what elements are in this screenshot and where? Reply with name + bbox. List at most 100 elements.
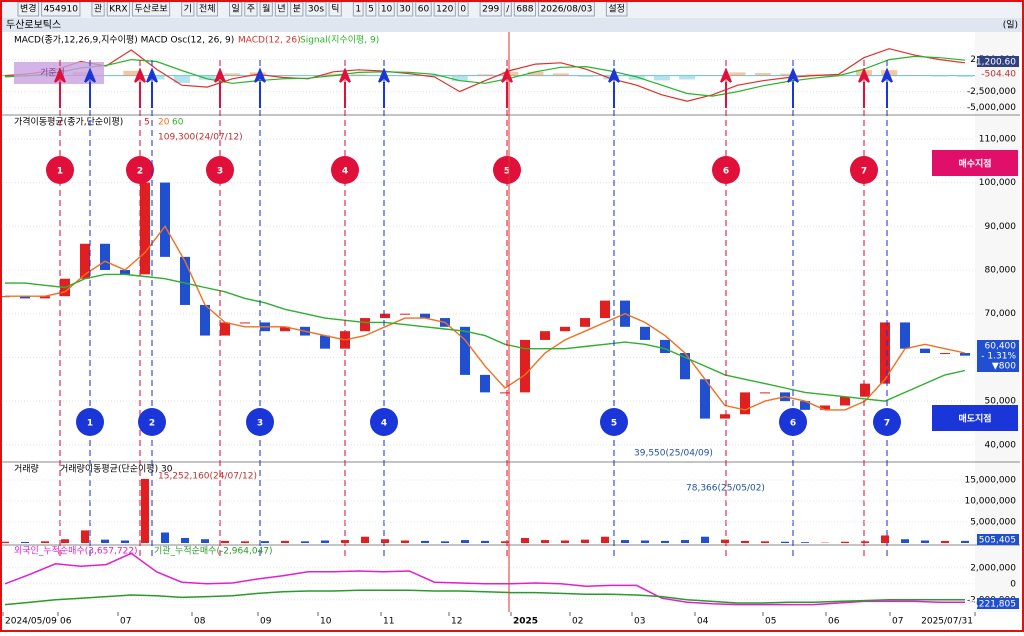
period: (일) [1003, 20, 1018, 31]
candle [220, 322, 230, 335]
x-tick-label: 06 [828, 617, 840, 627]
y-tick-label: -2,500,000 [967, 87, 1016, 97]
high-label: 109,300(24/07/12) [158, 133, 243, 143]
volume-bar [741, 541, 749, 543]
osc-bar [477, 74, 493, 75]
y-tick-label: 90,000 [985, 222, 1017, 232]
toolbar-item[interactable]: 년 [277, 4, 285, 15]
sell-number: 6 [790, 419, 796, 429]
toolbar-item[interactable]: 10 [381, 5, 393, 15]
toolbar-item[interactable]: 기 [184, 4, 192, 15]
candle [740, 392, 750, 414]
osc-bar [654, 76, 670, 81]
volume-bar [561, 540, 569, 543]
buy-number: 1 [57, 167, 63, 177]
y-tick-label: 70,000 [985, 309, 1017, 319]
volume-bar [541, 540, 549, 543]
toolbar-item[interactable]: 틱 [331, 3, 339, 15]
toolbar-item[interactable]: 분 [293, 4, 301, 15]
value-label: -5,221,805 [967, 600, 1016, 610]
candle [400, 314, 410, 315]
candle [760, 392, 770, 393]
toolbar-item[interactable]: 1 [355, 5, 361, 15]
candle [540, 331, 550, 340]
toolbar-item[interactable]: 5 [368, 5, 374, 15]
sell-number: 5 [611, 419, 617, 429]
toolbar-item[interactable]: 2026/08/03 [541, 5, 593, 15]
toolbar-item[interactable]: 변경 [20, 3, 37, 15]
volume-bar [481, 541, 489, 543]
value-label: 1,200.60 [976, 58, 1016, 68]
volume-bar [621, 540, 629, 543]
toolbar-item[interactable]: 299 [482, 5, 499, 15]
toolbar-item[interactable]: 454910 [44, 5, 79, 15]
price-label: - 1.31% [981, 352, 1016, 362]
legend: Signal(지수이평, 9) [300, 35, 379, 46]
toolbar-item[interactable]: KRX [109, 5, 127, 15]
toolbar-item[interactable]: 관 [94, 4, 102, 15]
osc-bar [553, 73, 569, 75]
volume-bar [501, 541, 509, 543]
osc-bar [957, 76, 973, 77]
volume-bar [301, 541, 309, 543]
sell-number: 2 [149, 419, 155, 429]
volume-bar [781, 542, 789, 543]
volume-bar [761, 541, 769, 543]
low-label: 78,366(25/05/02) [686, 484, 765, 494]
candle [600, 301, 610, 318]
candle [660, 340, 670, 353]
osc-bar [906, 75, 922, 76]
toolbar-item[interactable]: 60 [418, 5, 430, 15]
x-tick-label: 10 [320, 617, 332, 627]
osc-bar [932, 76, 948, 77]
volume-bar [241, 541, 249, 543]
x-tick-label: 09 [260, 617, 272, 627]
toolbar-item[interactable]: 월 [262, 3, 270, 15]
osc-bar [730, 72, 746, 75]
sell-number: 7 [884, 419, 890, 429]
y-tick-label: 0 [1010, 579, 1016, 589]
osc-bar [679, 76, 695, 80]
y-tick-label: -5,000,000 [967, 103, 1016, 113]
osc-bar [224, 73, 240, 75]
y-tick-label: 80,000 [985, 265, 1017, 275]
candle [860, 384, 870, 397]
toolbar-item[interactable]: 30 [399, 5, 411, 15]
x-tick-label: 2025/07/31 [921, 617, 973, 627]
volume-bar [101, 540, 109, 543]
volume-bar [261, 541, 269, 543]
volume-bar [381, 539, 389, 543]
volume-bar [521, 538, 529, 543]
toolbar-item[interactable]: 0 [460, 5, 466, 15]
candle [180, 257, 190, 305]
volume-bar [881, 535, 889, 543]
volume-bar [61, 539, 69, 543]
toolbar-item[interactable]: 688 [516, 5, 533, 15]
toolbar-item[interactable]: 두산로보 [135, 4, 168, 15]
volume-bar [681, 540, 689, 543]
volume-bar [81, 530, 89, 543]
toolbar-item[interactable]: 전체 [199, 4, 216, 15]
volume-bar [421, 541, 429, 543]
osc-bar [401, 76, 417, 77]
toolbar-item[interactable]: 30s [308, 5, 324, 15]
toolbar-item[interactable]: 주 [247, 4, 255, 15]
x-tick-label: 03 [634, 617, 645, 627]
toolbar-item[interactable]: 120 [436, 5, 453, 15]
ma-period: 5 [144, 118, 150, 128]
toolbar-item[interactable]: 일 [232, 4, 240, 15]
volume-bar [221, 541, 229, 543]
volume-bar [161, 532, 169, 543]
volume-bar [1, 542, 9, 543]
volume-bar [341, 540, 349, 543]
candle [360, 318, 370, 331]
ma-period: 20 [158, 118, 170, 128]
toolbar-item[interactable]: 설정 [608, 4, 625, 15]
buy-box-label: 매수지점 [958, 158, 991, 170]
candle [920, 349, 930, 353]
volume-bar [861, 541, 869, 543]
buy-number: 4 [342, 167, 348, 177]
volume-bar [281, 541, 289, 543]
candle [200, 305, 210, 336]
volume-bar [901, 539, 909, 543]
